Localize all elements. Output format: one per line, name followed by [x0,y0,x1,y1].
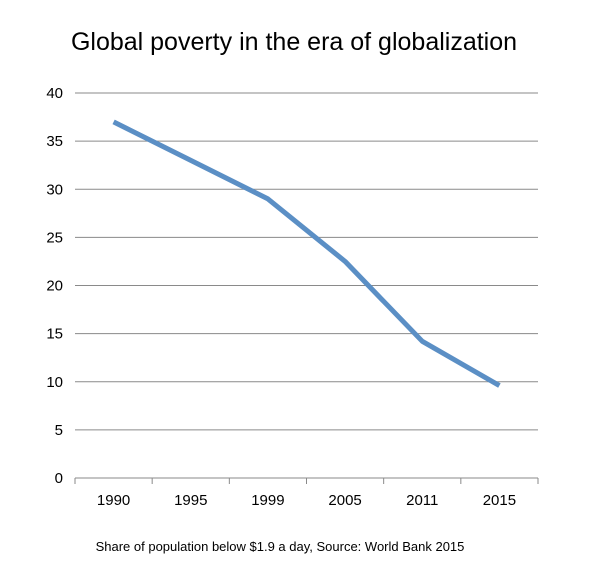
gridlines [75,92,538,431]
series-line-0 [112,119,501,388]
x-tick-label: 2005 [328,492,361,509]
x-axis-tick-labels: 1990 1995 1999 2005 2011 2015 [97,492,516,509]
y-tick-label: 10 [46,374,63,391]
y-tick-label: 20 [46,278,63,295]
chart-caption: Share of population below $1.9 a day, So… [96,539,465,554]
y-tick-label: 5 [55,422,63,439]
y-tick-label: 35 [46,133,63,150]
y-axis-tick-labels: 0 5 10 15 20 25 30 35 40 [46,85,63,487]
x-tick-label: 2011 [406,492,438,509]
y-tick-label: 15 [46,326,63,343]
x-tick-label: 2015 [483,492,516,509]
series-layer [112,119,501,388]
y-tick-label: 40 [46,85,63,102]
y-tick-label: 0 [55,470,63,487]
y-tick-label: 25 [46,229,63,246]
chart-title: Global poverty in the era of globalizati… [71,28,517,56]
x-tick-label: 1999 [251,492,284,509]
axes [74,477,539,484]
x-tick-label: 1990 [97,492,130,509]
y-tick-label: 30 [46,181,63,198]
x-tick-label: 1995 [174,492,207,509]
